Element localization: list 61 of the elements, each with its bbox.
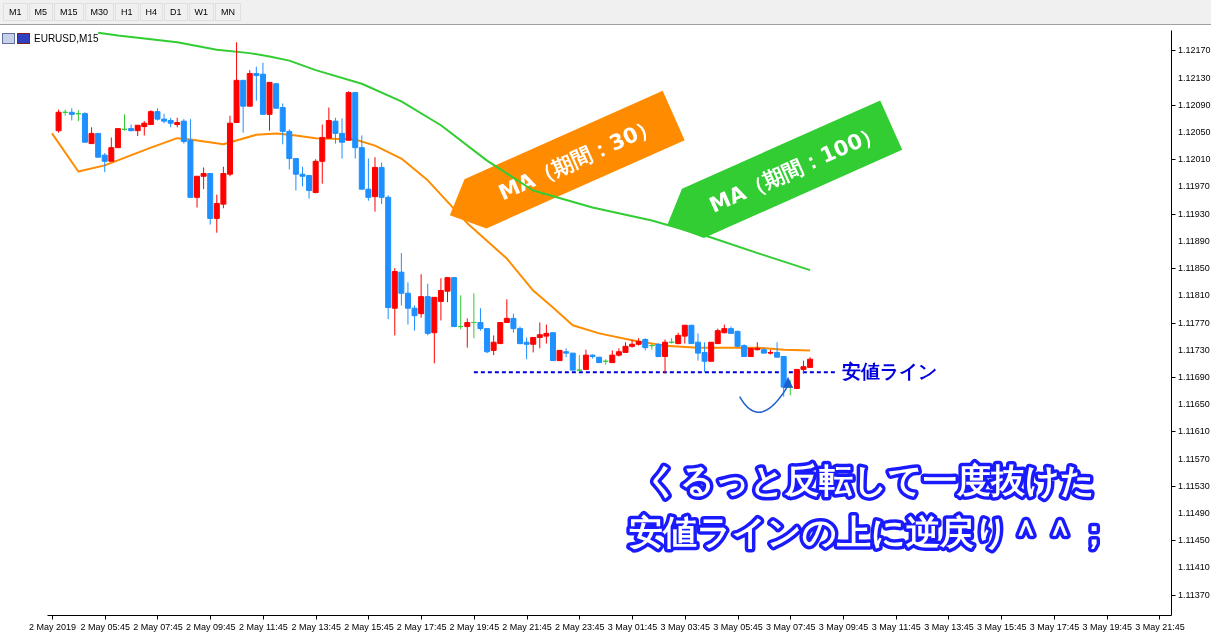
y-tick-label: 1.11730	[1178, 344, 1210, 355]
candlestick	[55, 109, 62, 134]
candlestick	[418, 273, 425, 319]
series-label: 安値ライン	[842, 360, 938, 383]
y-tick-label: 1.11810	[1178, 290, 1210, 301]
y-tick-label: 1.11930	[1178, 208, 1210, 219]
x-tick-label: 2 May 17:45	[396, 621, 447, 632]
x-tick-label: 3 May 21:45	[1135, 621, 1185, 632]
x-tick-label: 2 May 21:45	[502, 621, 552, 632]
x-tick-label: 3 May 03:45	[660, 621, 711, 632]
y-tick-label: 1.11610	[1178, 426, 1210, 437]
y-tick-label: 1.11490	[1178, 507, 1210, 518]
y-tick-label: 1.11690	[1178, 371, 1210, 382]
y-tick-label: 1.11570	[1178, 453, 1210, 464]
y-tick-label: 1.11970	[1178, 181, 1210, 192]
x-tick-label: 2 May 19:45	[449, 621, 500, 632]
y-tick-label: 1.11850	[1178, 263, 1210, 274]
y-tick-label: 1.11770	[1178, 317, 1210, 328]
candlestick	[662, 339, 669, 375]
y-tick-label: 1.12090	[1178, 99, 1211, 110]
x-tick-label: 3 May 15:45	[976, 621, 1027, 632]
x-tick-label: 2 May 13:45	[291, 621, 341, 632]
x-tick-label: 2 May 23:45	[555, 621, 605, 632]
text: M1	[3, 3, 28, 21]
text: H1	[115, 3, 139, 21]
text: H4	[139, 3, 164, 21]
text: M5	[28, 3, 54, 21]
x-tick-label: 2 May 07:45	[133, 621, 183, 632]
y-tick-label: 1.12050	[1178, 127, 1211, 138]
x-tick-label: 3 May 07:45	[766, 621, 816, 632]
x-tick-label: 2 May 09:45	[185, 621, 236, 632]
y-tick-label: 1.11530	[1178, 480, 1210, 491]
x-tick-label: 3 May 05:45	[713, 621, 763, 632]
text: M30	[84, 3, 115, 21]
x-tick-label: 3 May 01:45	[607, 621, 658, 632]
candlestick	[464, 317, 471, 349]
y-tick-label: 1.11410	[1178, 562, 1210, 573]
x-tick-label: 3 May 19:45	[1082, 621, 1132, 632]
y-tick-label: 1.11890	[1178, 235, 1210, 246]
x-tick-label: 2 May 2019	[28, 621, 77, 632]
y-tick-label: 1.12010	[1178, 154, 1211, 165]
candlestick	[582, 349, 589, 370]
x-tick-label: 2 May 11:45	[239, 621, 288, 632]
y-tick-label: 1.11370	[1178, 589, 1210, 600]
y-tick-label: 1.11450	[1178, 535, 1210, 546]
x-tick-label: 2 May 15:45	[344, 621, 394, 632]
x-tick-label: 3 May 09:45	[818, 621, 869, 632]
text: M15	[54, 3, 84, 21]
text: W1	[188, 3, 215, 21]
annotation: MA（期間：100）	[705, 119, 886, 218]
x-tick-label: 3 May 13:45	[924, 621, 974, 632]
x-tick-label: 2 May 05:45	[80, 621, 130, 632]
x-tick-label: 3 May 17:45	[1029, 621, 1080, 632]
text: MN	[215, 3, 242, 21]
y-tick-label: 1.12170	[1178, 45, 1211, 56]
text: D1	[164, 3, 188, 21]
y-tick-label: 1.12130	[1178, 72, 1211, 83]
x-tick-label: 3 May 11:45	[871, 621, 921, 632]
annotation: MA（期間：30）	[495, 113, 662, 205]
chart-title: EURUSD,M15	[34, 33, 99, 44]
y-tick-label: 1.11650	[1178, 399, 1210, 410]
